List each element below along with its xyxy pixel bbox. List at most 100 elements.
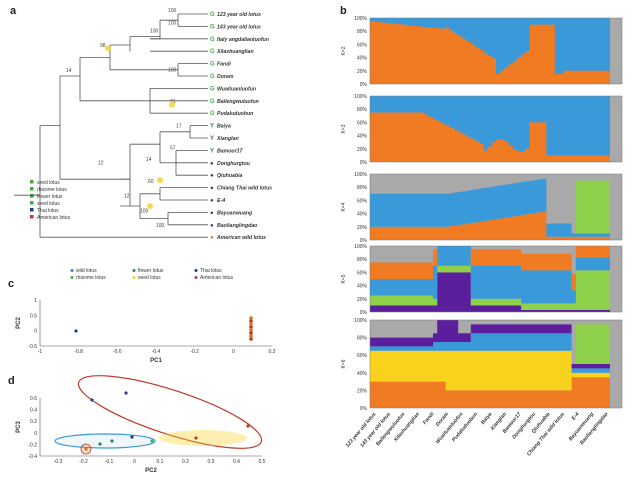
tip-marker: G xyxy=(210,37,215,43)
ytick-label: 80% xyxy=(357,185,368,191)
legend-label: American lotus xyxy=(37,215,71,221)
bootstrap-value: 98 xyxy=(100,43,106,49)
ytick-label: 40% xyxy=(357,134,368,140)
legend-label: seed lotus xyxy=(138,275,161,281)
xtick-label: 0.3 xyxy=(208,459,215,465)
structure-layer xyxy=(370,350,622,391)
tip-label: Italy angdalianluofun xyxy=(217,37,269,43)
ytick-label: 0% xyxy=(360,310,368,316)
k-label: K=6 xyxy=(341,359,347,368)
legend-label: rhizome lotus xyxy=(76,275,106,281)
ytick-label: 60% xyxy=(357,120,368,126)
bootstrap-value: 71 xyxy=(170,99,176,105)
tip-label: 143 year old lotus xyxy=(217,24,261,30)
bootstrap-value: 17 xyxy=(176,124,182,130)
xtick-label: 0.4 xyxy=(233,459,240,465)
ytick-label: 80% xyxy=(357,257,368,263)
cluster-ellipse-red xyxy=(77,375,263,449)
ytick-label: 0% xyxy=(360,238,368,244)
cluster-ellipse-blue xyxy=(54,433,156,449)
data-point xyxy=(249,322,253,326)
ytick-label: 100% xyxy=(354,318,367,324)
legend-label: wild lotus xyxy=(76,268,97,274)
bootstrap-value: 100 xyxy=(156,223,165,229)
bootstrap-value: 100 xyxy=(168,20,177,26)
legend-marker xyxy=(132,269,136,272)
legend-label: Thai lotus xyxy=(200,268,222,274)
tip-marker: ● xyxy=(210,223,214,229)
tree-bootstrap-values: 100 100 100 98 14 100 71 17 57 12 14 60 12 100 100 xyxy=(66,8,182,229)
structure-row: 100% 80% 60% 40% 20% 0% K=5 xyxy=(341,244,623,316)
tip-label: Xilashuanglian xyxy=(216,49,254,55)
tip-label: Chiang Thai wild lotus xyxy=(217,186,272,192)
ytick-label: 100% xyxy=(354,94,367,100)
data-point xyxy=(249,316,253,320)
tip-marker: G xyxy=(210,62,215,68)
xtick-label: 0.5 xyxy=(259,459,266,465)
structure-plots: 100% 80% 60% 40% 20% 0% K=2 100% 80% 60% 40% 20% 0% K… xyxy=(341,16,623,412)
highlight-node xyxy=(105,45,111,52)
ytick-label: 1 xyxy=(34,298,37,304)
tip-label: Bayuanwuang xyxy=(217,210,253,216)
bootstrap-value: 14 xyxy=(146,157,152,163)
structure-layer xyxy=(370,246,622,291)
legend-label: Thai lotus xyxy=(37,208,59,214)
bootstrap-value: 12 xyxy=(124,194,130,200)
structure-gray-column xyxy=(610,174,622,240)
xtick-label: 0 xyxy=(232,349,235,355)
data-point xyxy=(130,435,134,439)
legend-marker xyxy=(194,276,198,279)
ytick-label: 100% xyxy=(354,244,367,250)
legend-marker xyxy=(132,276,136,279)
legend-label: seed lotus xyxy=(37,201,60,207)
highlight-node xyxy=(147,203,153,209)
structure-frame xyxy=(369,17,623,85)
legend-swatch xyxy=(30,187,34,191)
structure-row: 100% 80% 60% 40% 20% 0% K=2 xyxy=(341,16,623,88)
data-point xyxy=(249,331,253,335)
y-axis-label: PC2 xyxy=(16,317,22,329)
data-point xyxy=(110,439,114,443)
tip-marker: G xyxy=(210,111,215,117)
ytick-label: 20% xyxy=(357,388,368,394)
data-point xyxy=(84,447,88,451)
cluster-ellipse-yellow xyxy=(159,430,247,446)
tip-marker: G xyxy=(210,86,215,92)
sample-label: Baiya xyxy=(480,411,494,426)
tip-marker: G xyxy=(210,74,215,80)
ytick-label: 40% xyxy=(357,56,368,62)
k-label: K=5 xyxy=(341,274,347,283)
structure-frame xyxy=(369,95,623,163)
tip-marker: ● xyxy=(210,186,214,192)
structure-layer xyxy=(370,272,622,312)
x-axis-label: PC1 xyxy=(150,358,162,364)
structure-layer xyxy=(370,320,622,364)
tip-marker: G xyxy=(210,12,215,18)
tip-marker: G xyxy=(210,99,215,105)
k-label: K=3 xyxy=(341,124,347,133)
tip-label: Xianglan xyxy=(216,136,239,142)
tip-label: Fandi xyxy=(217,62,231,68)
structure-gray-column xyxy=(610,320,622,408)
legend-label: seed lotus xyxy=(37,180,60,186)
xtick-label: -0.8 xyxy=(74,349,83,355)
structure-layer xyxy=(370,21,622,84)
legend-label: rhizome lotus xyxy=(37,187,67,193)
highlight-node xyxy=(169,101,175,108)
legend-swatch xyxy=(30,180,34,184)
xtick-label: -0.3 xyxy=(54,459,63,465)
data-point xyxy=(194,436,198,440)
structure-frame xyxy=(369,319,623,409)
structure-layer xyxy=(370,320,622,369)
xtick-label: -0.4 xyxy=(152,349,161,355)
structure-layer xyxy=(370,178,622,234)
sample-label: E-4 xyxy=(571,411,581,421)
sample-label: Fandi xyxy=(422,411,436,426)
structure-layer xyxy=(370,265,622,310)
tip-label: Doram xyxy=(217,74,234,80)
tip-label: American wild lotus xyxy=(216,235,266,241)
tip-marker: ● xyxy=(210,235,214,241)
data-point xyxy=(74,329,78,333)
